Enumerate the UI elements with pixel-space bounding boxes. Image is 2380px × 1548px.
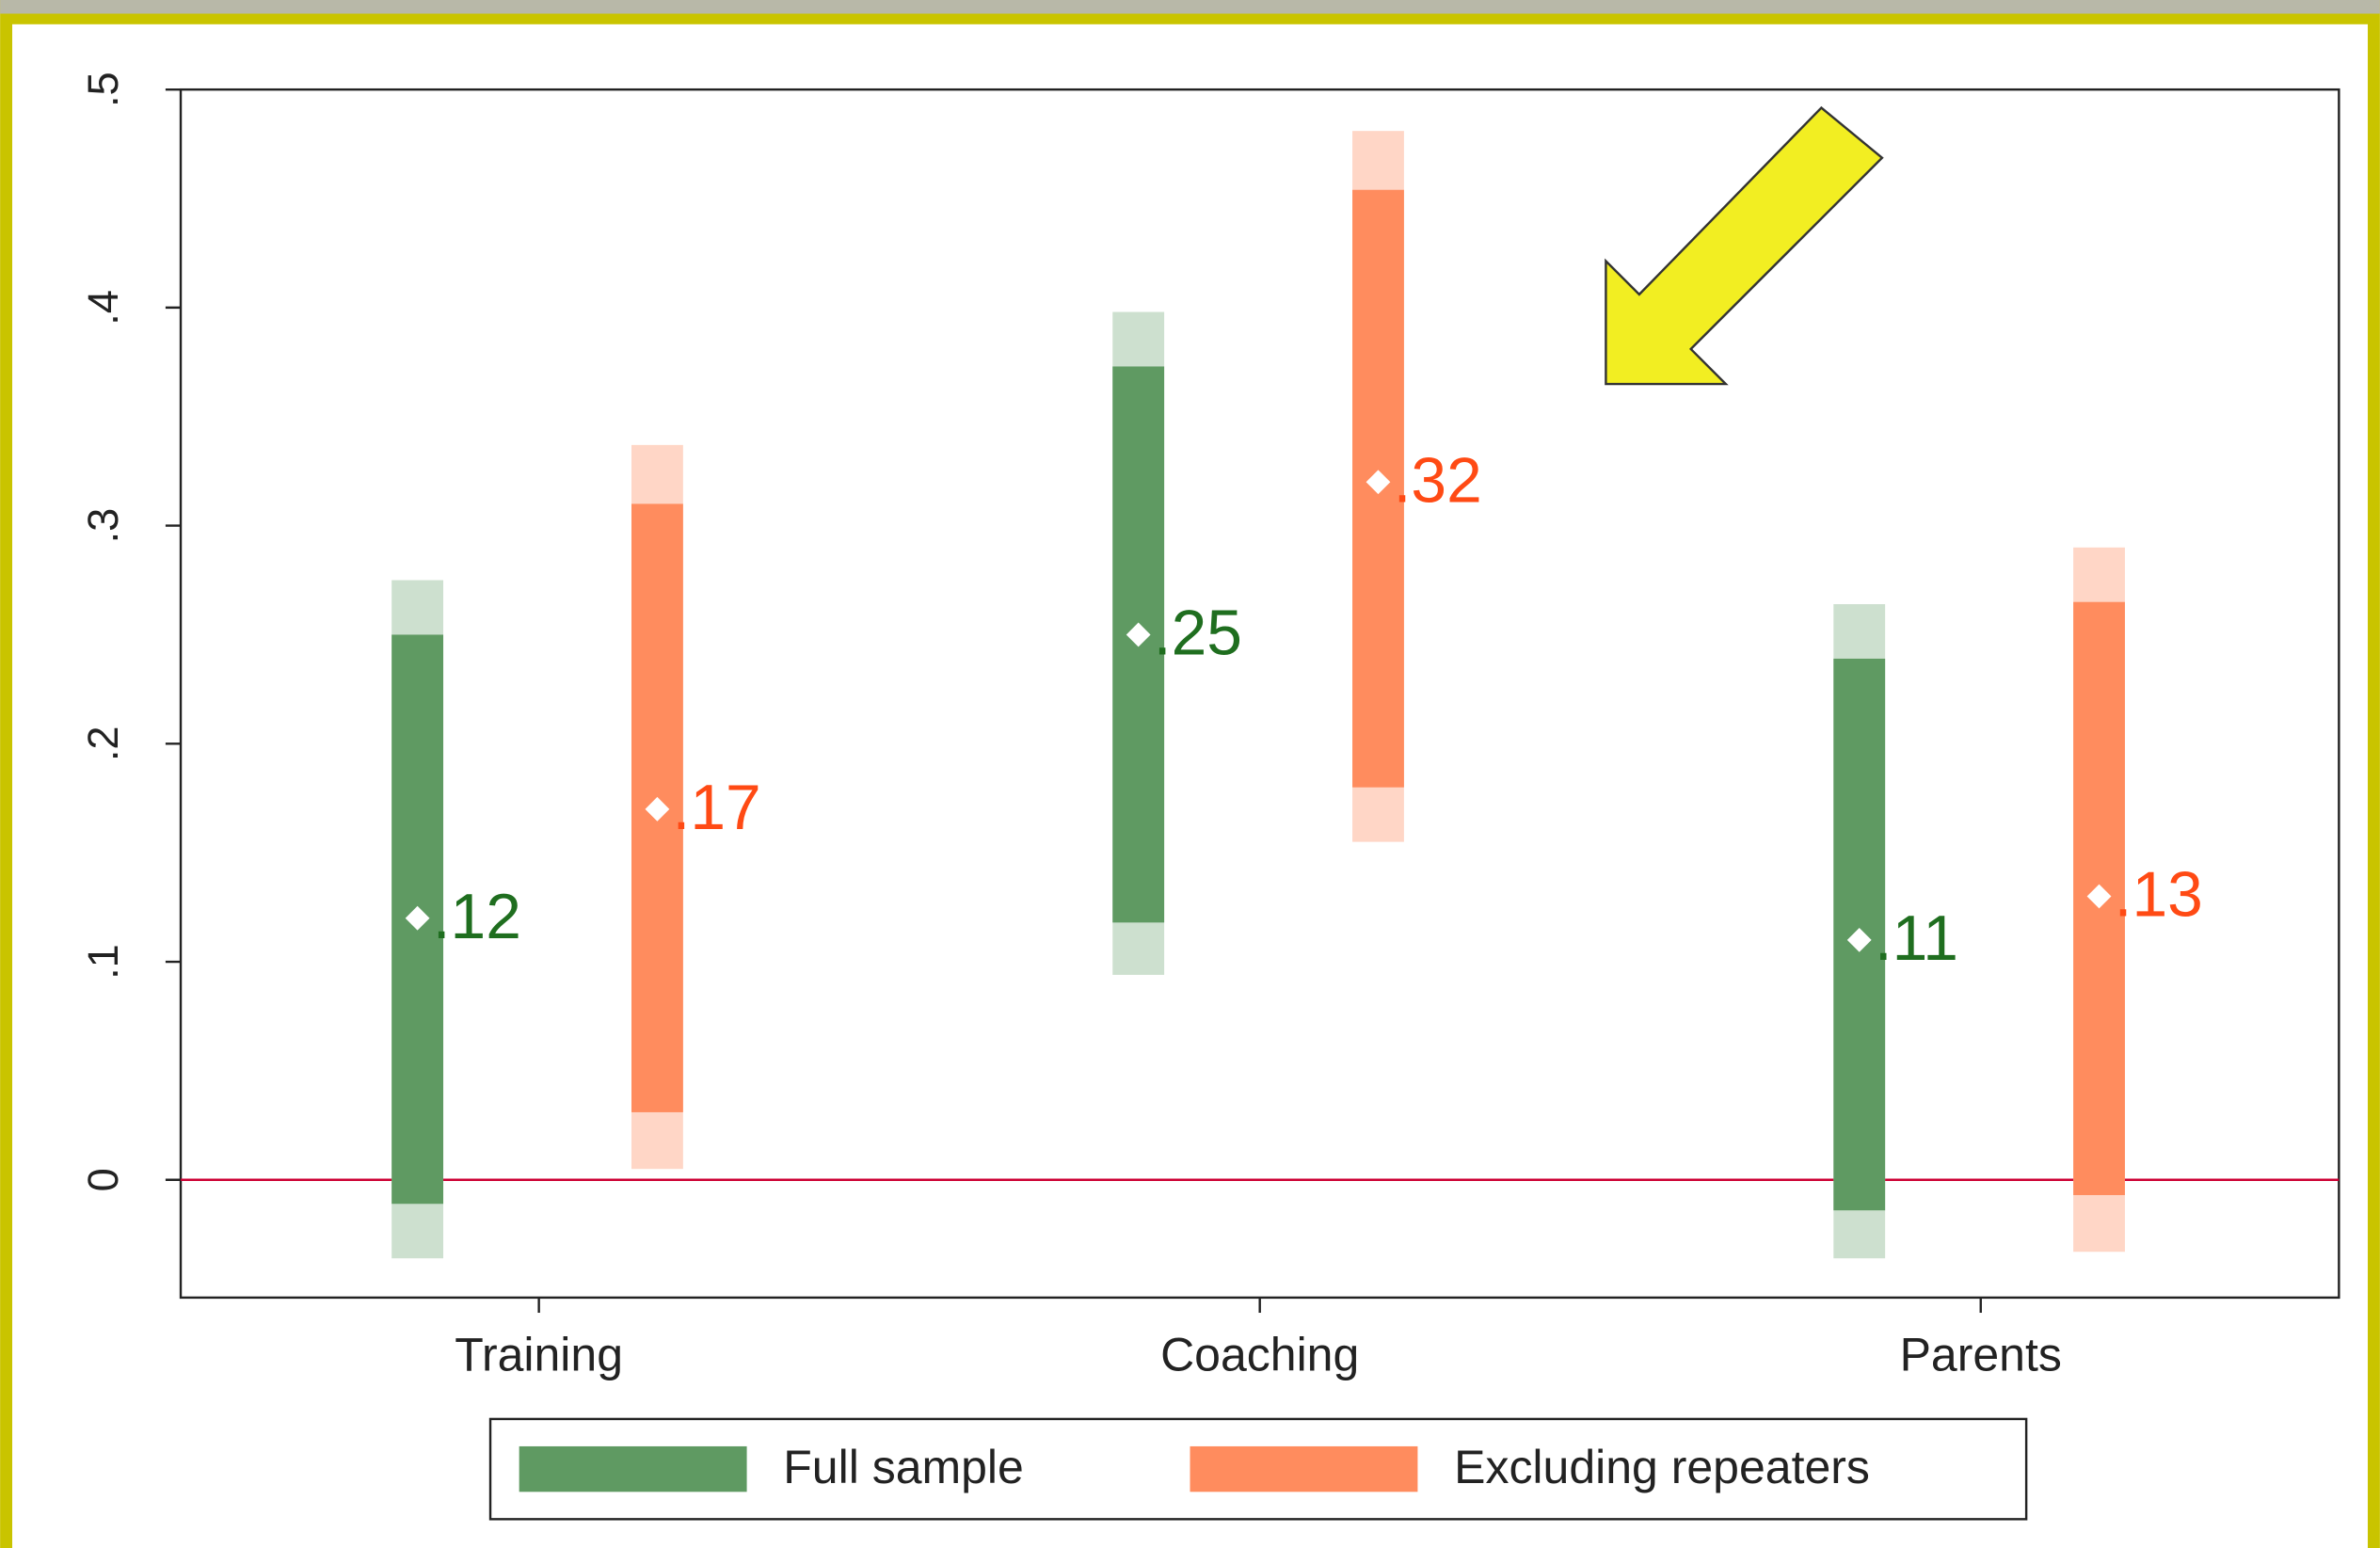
y-tick-label: .4 — [79, 290, 127, 326]
y-tick-label: .1 — [79, 944, 127, 980]
value-label: .11 — [1875, 903, 1958, 974]
plot-area — [179, 88, 2340, 1300]
value-label: .12 — [433, 882, 521, 952]
point-estimate — [2086, 884, 2112, 909]
y-tick-label: .5 — [79, 72, 127, 107]
y-tick-label: 0 — [79, 1168, 127, 1191]
x-tick-label: Parents — [1900, 1329, 2062, 1381]
legend-swatch — [1190, 1445, 1418, 1492]
x-tick-label: Training — [455, 1329, 623, 1381]
x-tick-label: Coaching — [1160, 1329, 1359, 1381]
legend-label: Excluding repeaters — [1454, 1441, 1870, 1493]
y-tick-label: .3 — [79, 508, 127, 544]
value-label: .25 — [1154, 598, 1242, 669]
frame-strip — [0, 0, 2380, 14]
point-estimate — [405, 905, 430, 931]
arrow-annotation — [1605, 105, 1884, 386]
plot: 0 .1 .2 .3 .4 .5 Training Coaching Parents .12 .25… — [79, 72, 2340, 1521]
point-estimate — [645, 796, 670, 822]
legend-swatch — [519, 1445, 747, 1492]
point-estimate — [1366, 470, 1391, 495]
value-label: .32 — [1394, 445, 1482, 516]
legend-label: Full sample — [783, 1441, 1024, 1493]
value-label: .17 — [673, 773, 761, 843]
y-tick-label: .2 — [79, 726, 127, 761]
point-estimate — [1846, 927, 1872, 952]
value-label: .13 — [2115, 860, 2203, 931]
